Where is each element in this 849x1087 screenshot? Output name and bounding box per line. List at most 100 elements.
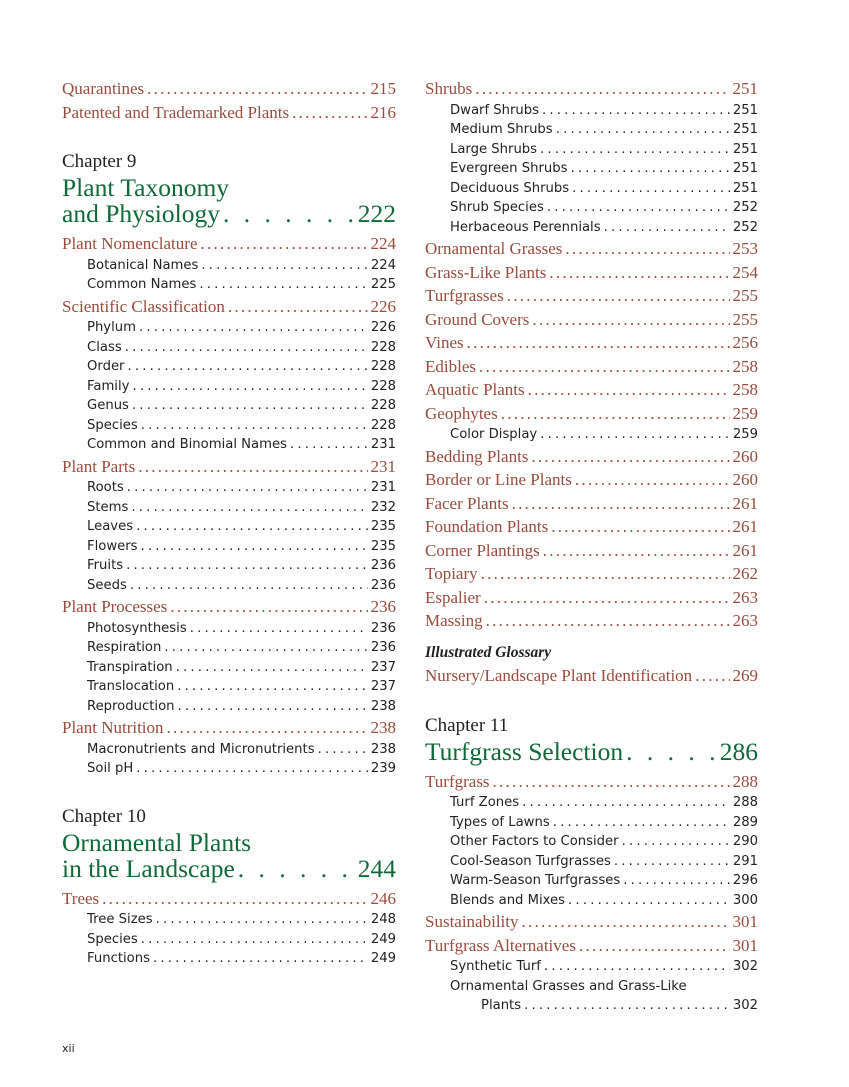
toc-subentry[interactable]: Common and Binomial Names 231 [62,435,396,455]
toc-subentry[interactable]: Phylum 226 [62,318,396,338]
toc-section-link[interactable]: Turfgrass 288 [425,770,758,794]
toc-section-link[interactable]: Edibles 258 [425,355,758,379]
toc-subentry[interactable]: Soil pH 239 [62,759,396,779]
toc-section-link[interactable]: Geophytes 259 [425,402,758,426]
chapter-title[interactable]: in the Landscape 244 [62,855,396,882]
entry-label: Flowers [87,538,138,554]
toc-subentry[interactable]: Species 249 [62,930,396,950]
toc-section-link[interactable]: Massing 263 [425,609,758,633]
toc-section-link[interactable]: Aquatic Plants 258 [425,378,758,402]
toc-subentry[interactable]: Common Names 225 [62,275,396,295]
dot-leader [542,101,730,121]
toc-subentry[interactable]: Botanical Names 224 [62,256,396,276]
entry-label: Edibles [425,356,476,376]
toc-section-link[interactable]: Grass-Like Plants 254 [425,261,758,285]
toc-subentry-continued[interactable]: Plants 302 [425,996,758,1016]
toc-section-link[interactable]: Border or Line Plants 260 [425,468,758,492]
entry-label: Illustrated Glossary [425,643,552,661]
toc-subentry[interactable]: Functions 249 [62,949,396,969]
toc-section-link[interactable]: Trees 246 [62,887,396,911]
chapter-title[interactable]: Turfgrass Selection 286 [425,738,758,765]
page-ref: 231 [370,480,396,495]
toc-subentry[interactable]: Ornamental Grasses and Grass-Like [425,977,758,997]
toc-subentry[interactable]: Order 228 [62,357,396,377]
toc-section-link[interactable]: Plant Processes 236 [62,595,396,619]
dot-leader [614,852,730,872]
toc-subentry[interactable]: Turf Zones 288 [425,793,758,813]
toc-subentry[interactable]: Large Shrubs 251 [425,140,758,160]
dot-leader [572,179,730,199]
toc-section-link[interactable]: Nursery/Landscape Plant Identification 26… [425,664,758,688]
toc-section-link[interactable]: Corner Plantings 261 [425,539,758,563]
dot-leader [570,159,729,179]
toc-section-link[interactable]: Espalier 263 [425,586,758,610]
toc-subentry[interactable]: Species 228 [62,416,396,436]
toc-subentry[interactable]: Herbaceous Perennials 252 [425,218,758,238]
toc-section-link[interactable]: Ground Covers 255 [425,308,758,332]
page-number: xii [62,1042,75,1055]
toc-subentry[interactable]: Shrub Species 252 [425,198,758,218]
toc-section-link[interactable]: Turfgrass Alternatives 301 [425,934,758,958]
toc-subentry[interactable]: Macronutrients and Micronutrients 238 [62,740,396,760]
toc-subentry[interactable]: Leaves 235 [62,517,396,537]
toc-subentry[interactable]: Medium Shrubs 251 [425,120,758,140]
toc-subentry[interactable]: Seeds 236 [62,576,396,596]
toc-subentry[interactable]: Blends and Mixes 300 [425,891,758,911]
toc-subentry[interactable]: Roots 231 [62,478,396,498]
page-ref: 225 [370,277,396,292]
toc-section-link[interactable]: Patented and Trademarked Plants 216 [62,101,396,125]
toc-subentry[interactable]: Evergreen Shrubs 251 [425,159,758,179]
toc-section-link[interactable]: Plant Nomenclature 224 [62,232,396,256]
toc-subentry[interactable]: Photosynthesis 236 [62,619,396,639]
dot-leader [132,377,367,397]
toc-subentry[interactable]: Types of Lawns 289 [425,813,758,833]
toc-subentry[interactable]: Synthetic Turf 302 [425,957,758,977]
dot-leader [167,716,368,740]
toc-section-link[interactable]: Ornamental Grasses 253 [425,237,758,261]
dot-leader [540,425,730,445]
dot-leader [199,275,367,295]
entry-label: Shrubs [425,79,473,98]
toc-subentry[interactable]: Flowers 235 [62,537,396,557]
toc-section-link[interactable]: Turfgrasses 255 [425,284,758,308]
page-ref: 236 [370,558,396,573]
toc-subentry[interactable]: Cool-Season Turfgrasses 291 [425,852,758,872]
toc-section-link[interactable]: Foundation Plants 261 [425,515,758,539]
toc-subentry[interactable]: Tree Sizes 248 [62,910,396,930]
toc-subentry[interactable]: Other Factors to Consider 290 [425,832,758,852]
toc-section-link[interactable]: Quarantines 215 [62,77,396,101]
toc-section-link[interactable]: Bedding Plants 260 [425,445,758,469]
dot-leader [493,770,730,794]
chapter-title[interactable]: and Physiology 222 [62,201,396,227]
toc-subentry[interactable]: Fruits 236 [62,556,396,576]
toc-subentry[interactable]: Stems 232 [62,498,396,518]
toc-subentry[interactable]: Warm-Season Turfgrasses 296 [425,871,758,891]
toc-subentry[interactable]: Family 228 [62,377,396,397]
toc-subentry[interactable]: Deciduous Shrubs 251 [425,179,758,199]
toc-subentry[interactable]: Transpiration 237 [62,658,396,678]
page-ref: 261 [732,493,759,513]
toc-subentry[interactable]: Genus 228 [62,396,396,416]
entry-label: Chapter 10 [62,805,146,827]
toc-subentry[interactable]: Translocation 237 [62,677,396,697]
toc-section-link[interactable]: Sustainability 301 [425,910,758,934]
toc-section-link[interactable]: Topiary 262 [425,562,758,586]
toc-subentry[interactable]: Class 228 [62,338,396,358]
page-ref: 255 [732,309,759,329]
toc-subentry[interactable]: Dwarf Shrubs 251 [425,101,758,121]
entry-label: Turf Zones [450,795,520,810]
entry-label: Genus [87,398,129,413]
toc-section-link[interactable]: Scientific Classification 226 [62,295,396,319]
page-ref: 237 [370,679,396,694]
page-ref: 261 [732,540,759,560]
toc-section-link[interactable]: Plant Nutrition 238 [62,716,396,740]
toc-section-link[interactable]: Facer Plants 261 [425,492,758,516]
toc-subentry[interactable]: Color Display 259 [425,425,758,445]
toc-section-link[interactable]: Shrubs 251 [425,77,758,101]
toc-subentry[interactable]: Reproduction 238 [62,697,396,717]
entry-label: Bedding Plants [425,446,529,466]
toc-subentry[interactable]: Respiration 236 [62,638,396,658]
page-ref: 302 [732,998,758,1013]
toc-section-link[interactable]: Vines 256 [425,331,758,355]
toc-section-link[interactable]: Plant Parts 231 [62,455,396,479]
